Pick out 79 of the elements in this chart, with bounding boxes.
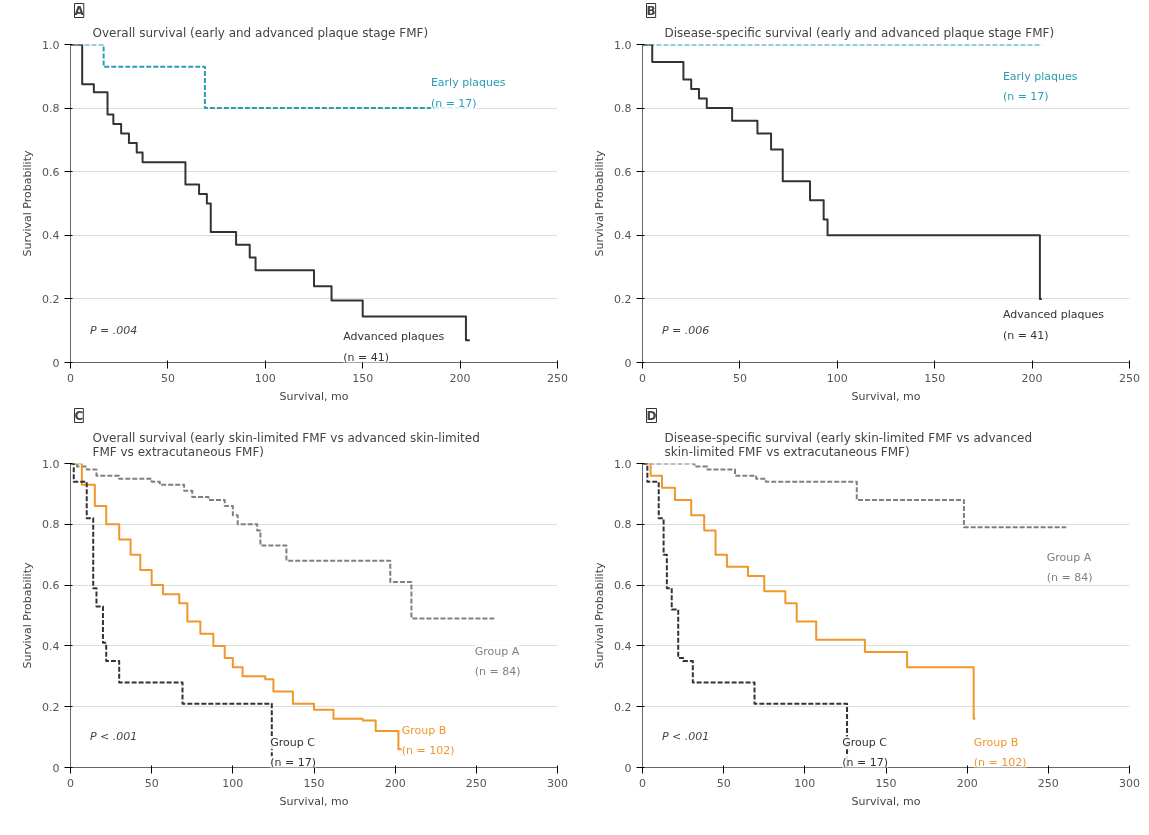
x-tick-label: 150 xyxy=(352,371,374,385)
y-tick-label: 0.2 xyxy=(42,292,60,306)
x-tick-label: 300 xyxy=(1119,776,1140,790)
x-tick-label: 250 xyxy=(1037,776,1059,790)
y-tick-label: 1.0 xyxy=(42,457,60,471)
x-tick-label: 50 xyxy=(144,776,159,790)
y-tick-label: 0 xyxy=(624,356,632,370)
y-tick-label: 0.6 xyxy=(42,165,60,179)
x-axis-title: Survival, mo xyxy=(279,794,349,808)
series-label: Group B (n = 102) xyxy=(973,736,1027,770)
y-tick-label: 0.6 xyxy=(42,579,60,593)
chart-title: Disease-specific survival (early skin-limited FMF vs advanced skin-limited FMF vs extracutaneous FMF) xyxy=(664,430,1033,459)
annotation: P = .006 xyxy=(661,324,710,338)
x-tick-label: 150 xyxy=(875,776,897,790)
chart-title: Overall survival (early and advanced plaque stage FMF) xyxy=(92,25,429,40)
x-tick-label: 100 xyxy=(794,776,816,790)
series-label: Group C (n = 17) xyxy=(842,736,888,770)
text: C xyxy=(74,408,84,423)
text: B xyxy=(646,3,656,18)
y-tick-label: 0.4 xyxy=(42,639,60,653)
y-axis-title: Survival Probability xyxy=(21,150,35,257)
annotation: P < .001 xyxy=(89,730,138,744)
y-tick-label: 0.8 xyxy=(42,518,60,532)
x-tick-label: 50 xyxy=(160,371,175,385)
y-tick-label: 1.0 xyxy=(614,457,632,471)
y-axis-title: Survival Probability xyxy=(593,562,607,669)
y-tick-label: 0.2 xyxy=(614,700,632,714)
x-tick-label: 200 xyxy=(384,776,406,790)
x-tick-label: 100 xyxy=(826,371,848,385)
y-tick-label: 1.0 xyxy=(614,38,632,52)
y-tick-label: 0.4 xyxy=(614,229,632,243)
x-tick-label: 250 xyxy=(547,371,568,385)
x-tick-label: 200 xyxy=(449,371,471,385)
x-tick-label: 300 xyxy=(547,776,568,790)
x-tick-label: 250 xyxy=(465,776,487,790)
x-tick-label: 200 xyxy=(956,776,978,790)
x-tick-label: 150 xyxy=(924,371,946,385)
x-tick-label: 0 xyxy=(67,371,74,385)
y-tick-label: 0.6 xyxy=(614,165,632,179)
y-tick-label: 1.0 xyxy=(42,38,60,52)
series-label: Group C (n = 17) xyxy=(270,736,316,770)
x-tick-label: 0 xyxy=(67,776,74,790)
annotation: P = .004 xyxy=(89,324,138,338)
y-tick-label: 0 xyxy=(52,761,60,775)
series-label: Advanced plaques (n = 41) xyxy=(343,330,445,365)
series-label: Group B (n = 102) xyxy=(401,724,455,757)
x-tick-label: 50 xyxy=(716,776,731,790)
x-tick-label: 150 xyxy=(303,776,325,790)
chart-title: Overall survival (early skin-limited FMF vs advanced skin-limited FMF vs extracutaneous FMF) xyxy=(92,430,480,459)
x-axis-title: Survival, mo xyxy=(279,389,349,403)
y-tick-label: 0.8 xyxy=(614,102,632,116)
x-tick-label: 250 xyxy=(1119,371,1140,385)
y-tick-label: 0.4 xyxy=(614,639,632,653)
x-tick-label: 200 xyxy=(1021,371,1043,385)
y-tick-label: 0 xyxy=(52,356,60,370)
x-tick-label: 0 xyxy=(639,371,646,385)
text: Advanced plaques (n = 41) xyxy=(1002,308,1105,342)
y-tick-label: 0.2 xyxy=(614,292,632,306)
x-axis-title: Survival, mo xyxy=(851,794,921,808)
y-axis-title: Survival Probability xyxy=(21,562,35,669)
y-tick-label: 0.6 xyxy=(614,579,632,593)
text: Group A (n = 84) xyxy=(1046,550,1093,584)
y-axis-title: Survival Probability xyxy=(593,150,607,257)
x-tick-label: 100 xyxy=(222,776,244,790)
y-tick-label: 0.8 xyxy=(42,102,60,116)
text: D xyxy=(646,408,657,423)
y-tick-label: 0.2 xyxy=(42,700,60,714)
y-tick-label: 0.4 xyxy=(42,229,60,243)
x-tick-label: 100 xyxy=(254,371,276,385)
y-tick-label: 0 xyxy=(624,761,632,775)
x-tick-label: 0 xyxy=(639,776,646,790)
x-axis-title: Survival, mo xyxy=(851,389,921,403)
chart-title: Disease-specific survival (early and advanced plaque stage FMF) xyxy=(664,25,1055,40)
x-tick-label: 50 xyxy=(732,371,747,385)
text: Group A (n = 84) xyxy=(474,645,521,678)
text: Early plaques (n = 17) xyxy=(1002,69,1078,104)
series-label: Early plaques (n = 17) xyxy=(430,76,506,110)
y-tick-label: 0.8 xyxy=(614,518,632,532)
annotation: P < .001 xyxy=(661,730,710,744)
